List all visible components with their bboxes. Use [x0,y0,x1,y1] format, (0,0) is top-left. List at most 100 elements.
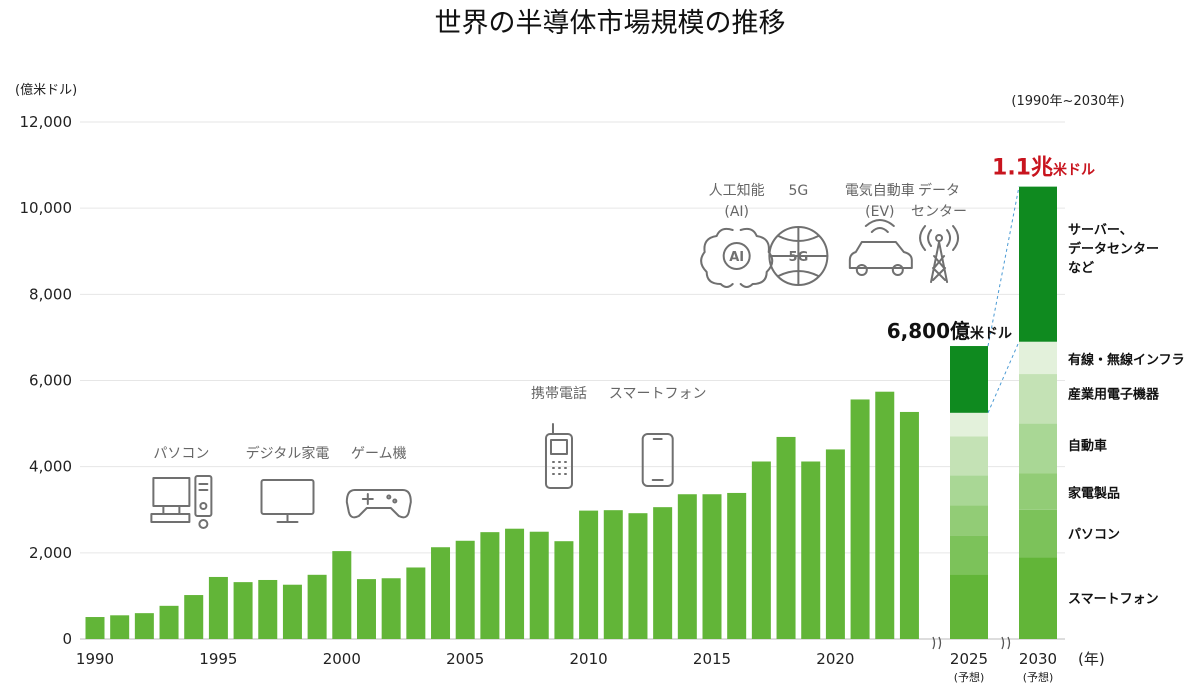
segment-label: サーバー、データセンターなど [1068,223,1159,276]
feature-phone-icon [544,423,573,489]
annotation-label-5g: 5G [788,183,808,199]
forecast-segment [950,535,988,575]
svg-text:5G: 5G [789,250,809,265]
forecast-segment [1019,341,1057,375]
era-annotations: パソコン デジタル家電 ゲーム機 携帯電話 スマートフォン 人工知能 (AI) AI 5G 5G 電… [150,182,967,529]
annotation-sub-ev: (EV) [865,204,894,220]
y-tick-label: 8,000 [29,285,72,303]
5g-globe-icon: 5G [768,226,829,286]
bar [356,579,376,639]
forecast-note: (予想) [1023,670,1054,684]
desktop-pc-icon [150,475,213,529]
bar [801,461,821,639]
bar [159,605,179,639]
bar [899,411,919,639]
bar [677,494,697,639]
x-tick-labels: 1990 1995 2000 2005 2010 2015 2020 [76,650,855,668]
bar [282,584,302,639]
segment-labels: サーバー、データセンターなど有線・無線インフラ産業用電子機器自動車家電製品パソコ… [1068,223,1185,607]
bar [233,582,253,639]
annotation-sub-ai: (AI) [724,204,749,220]
x-tick-label: 2000 [323,650,361,668]
axis-break-mark [932,636,942,650]
annotation-label-smartphone: スマートフォン [609,386,707,402]
x-tick-label: 2010 [570,650,608,668]
y-tick-labels: 0 2,000 4,000 6,000 8,000 10,000 12,000 [20,113,73,648]
range-note: (1990年~2030年) [1011,94,1124,109]
y-tick-label: 4,000 [29,458,72,476]
bar [579,510,599,639]
y-axis-label: (億米ドル) [15,82,77,98]
forecast-segment [950,475,988,506]
annotation-label-game: ゲーム機 [351,446,407,462]
bar [825,449,845,639]
forecast-segment [950,505,988,536]
bar [208,576,228,639]
x-tick-label: 2020 [816,650,854,668]
bar-series [85,391,919,639]
forecast-segment [1019,186,1057,342]
forecast-total-2025: 6,800億米ドル [887,319,1012,343]
forecast-note: (予想) [954,670,985,684]
forecast-segment [950,436,988,476]
y-tick-label: 10,000 [20,199,73,217]
bar [702,494,722,639]
bar [727,492,747,639]
annotation-label-mobile: 携帯電話 [531,385,587,402]
annotation-label-digital-appliance: デジタル家電 [246,445,330,462]
forecast-segment [950,574,988,639]
bar [184,595,204,639]
x-tick-label: 2015 [693,650,731,668]
forecast-total-2030: 1.1兆米ドル [992,156,1095,181]
bar [529,531,549,639]
gamepad-icon [345,489,412,519]
forecast-segment [950,346,988,413]
bar [332,551,352,639]
x-tick-label: 1990 [76,650,114,668]
bar [455,540,475,639]
forecast-segment [1019,374,1057,424]
bar [603,510,623,639]
forecast-segment [950,412,988,437]
svg-text:AI: AI [729,250,744,265]
forecast-segment [1019,423,1057,474]
annotation-label-ev: 電気自動車 [845,182,915,199]
bar [406,567,426,639]
forecast-segment [1019,473,1057,510]
ai-brain-icon: AI [700,227,774,288]
forecast-year-label: 2030 [1019,650,1057,668]
bar [258,579,278,639]
bar [134,613,154,639]
bar [381,578,401,639]
annotation-label-pc: パソコン [153,446,209,462]
bar [307,574,327,639]
bar [110,615,130,639]
ev-car-icon [848,219,913,276]
x-tick-label: 1995 [199,650,237,668]
monitor-icon [260,479,315,523]
bar [505,528,525,639]
annotation-label-datacenter: データ [918,182,960,199]
annotation-label-ai: 人工知能 [709,182,765,199]
bar [653,507,673,639]
bar [751,461,771,639]
bar [875,391,895,639]
bar [850,399,870,639]
bar [431,547,451,639]
bar [776,436,796,639]
smartphone-icon [641,433,674,487]
segment-label: 有線・無線インフラ [1068,352,1185,368]
forecast-year-label: 2025 [950,650,988,668]
segment-label: スマートフォン [1068,592,1159,607]
segment-label: 産業用電子機器 [1068,386,1160,402]
segment-label: 家電製品 [1068,486,1120,502]
bar [480,532,500,639]
forecast-segment [1019,509,1057,558]
y-tick-label: 0 [62,630,72,648]
forecast-segment [1019,557,1057,639]
chart-title: 世界の半導体市場規模の推移 [435,8,786,39]
x-tick-label: 2005 [446,650,484,668]
bar [628,513,648,639]
annotation-sub-datacenter: センター [911,204,967,220]
forecast-stacks: 2025 (予想) 2030 (予想) 6,800億米ドル 1.1兆米ドル [887,156,1095,684]
